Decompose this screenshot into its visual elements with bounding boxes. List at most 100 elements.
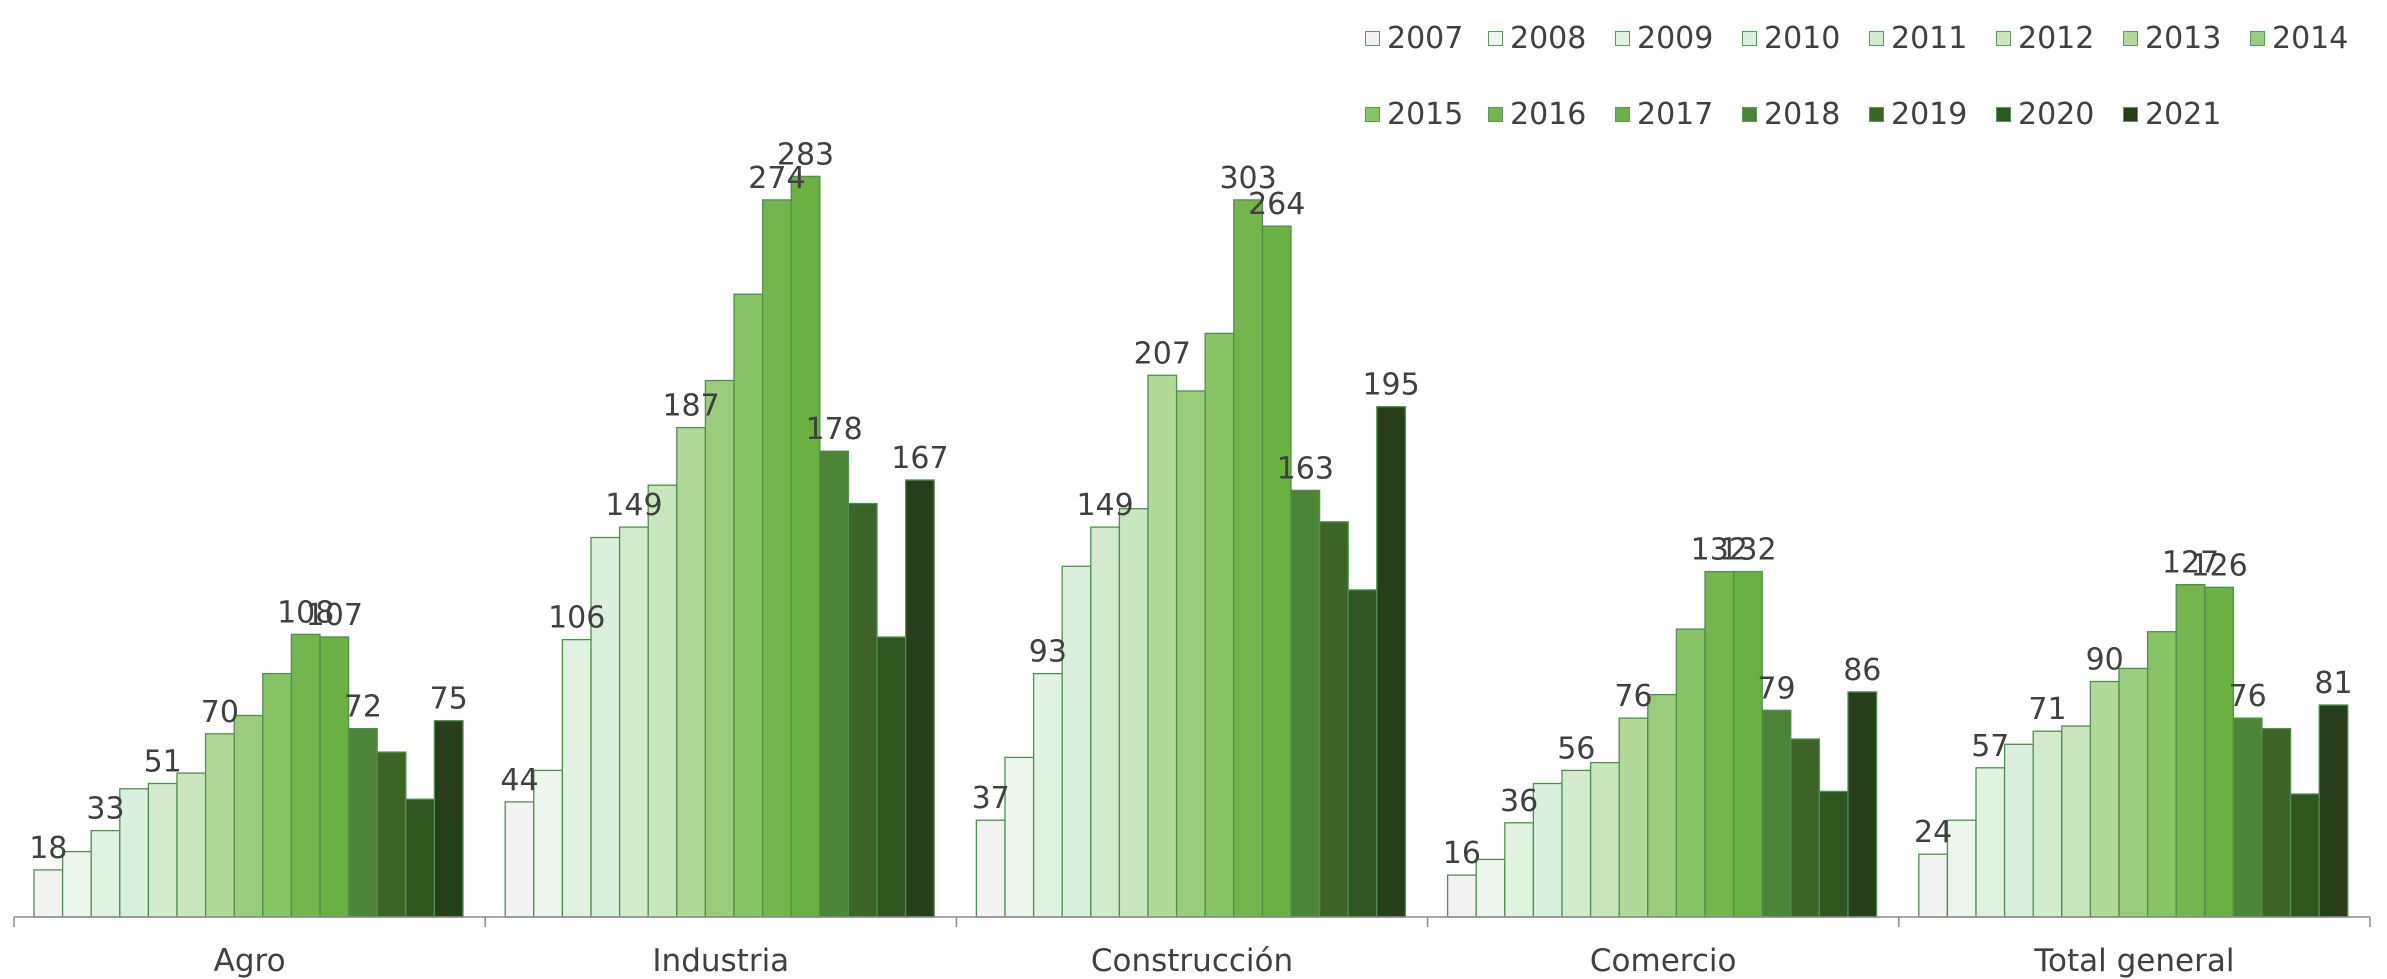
legend-label: 2021 — [2145, 96, 2222, 132]
data-label: 75 — [430, 682, 468, 717]
bar-2020-agro — [405, 798, 436, 918]
bar-2019-industria — [847, 502, 878, 918]
bar-2008-agro — [61, 850, 92, 918]
bar-2015-agro — [262, 672, 293, 918]
bar-2009-comercio — [1504, 822, 1535, 918]
bar-2019-construcción — [1318, 521, 1349, 918]
bar-2007-comercio — [1446, 874, 1477, 918]
bar-2012-industria — [647, 484, 678, 918]
legend-item-2011: 2011 — [1869, 0, 1996, 76]
bar-2011-construcción — [1090, 526, 1121, 918]
legend-swatch — [2123, 30, 2138, 46]
bar-2016-construcción — [1233, 199, 1264, 918]
data-label: 70 — [201, 695, 239, 730]
bar-2012-agro — [176, 772, 207, 918]
bar-2013-industria — [676, 426, 707, 918]
bar-2011-comercio — [1561, 769, 1592, 918]
legend-item-2012: 2012 — [1996, 0, 2123, 76]
bar-2011-industria — [618, 526, 649, 918]
data-label: 126 — [2190, 548, 2247, 583]
legend-item-2008: 2008 — [1488, 0, 1615, 76]
x-tick-label: Comercio — [1590, 943, 1737, 979]
data-label: 24 — [1914, 815, 1952, 850]
data-label: 93 — [1029, 635, 1067, 670]
data-label: 33 — [86, 792, 124, 827]
bar-2012-comercio — [1589, 761, 1620, 918]
data-label: 149 — [605, 488, 662, 523]
data-label: 274 — [748, 161, 805, 196]
bar-2011-agro — [147, 782, 178, 918]
bar-2016-agro — [290, 633, 321, 918]
x-tick-label: Agro — [214, 943, 286, 979]
bar-2021-comercio — [1847, 691, 1878, 918]
legend-label: 2015 — [1387, 96, 1464, 132]
data-label: 76 — [1614, 679, 1652, 714]
bar-2007-industria — [504, 801, 535, 918]
bar-2015-comercio — [1675, 628, 1706, 918]
legend-swatch — [1365, 106, 1380, 122]
bar-2018-industria — [819, 450, 850, 918]
bar-2017-construcción — [1261, 225, 1292, 918]
data-label: 132 — [1691, 533, 1748, 568]
bar-2021-total-general — [2318, 704, 2349, 918]
data-label: 149 — [1076, 488, 1133, 523]
legend-swatch — [1488, 106, 1503, 122]
bar-2009-industria — [561, 638, 592, 918]
bar-2017-comercio — [1732, 570, 1763, 918]
data-label: 37 — [972, 781, 1010, 816]
legend-label: 2018 — [1764, 96, 1841, 132]
bar-2010-construcción — [1061, 565, 1092, 918]
data-label: 303 — [1219, 161, 1276, 196]
bar-2018-comercio — [1761, 709, 1792, 918]
legend-item-2016: 2016 — [1488, 76, 1615, 152]
bar-2013-total-general — [2089, 680, 2120, 918]
bar-2017-industria — [790, 175, 821, 918]
bar-2014-comercio — [1647, 693, 1678, 918]
data-label: 127 — [2162, 546, 2219, 581]
x-tick-label: Industria — [652, 943, 789, 979]
data-label: 81 — [2314, 666, 2352, 701]
legend-swatch — [1615, 106, 1630, 122]
legend-label: 2014 — [2272, 20, 2349, 56]
x-tick-label: Construcción — [1091, 943, 1293, 979]
data-label: 108 — [277, 595, 334, 630]
data-label: 86 — [1843, 653, 1881, 688]
data-label: 56 — [1557, 731, 1595, 766]
legend-item-2017: 2017 — [1615, 76, 1742, 152]
bar-2015-total-general — [2146, 631, 2177, 918]
bar-2014-industria — [704, 379, 735, 918]
legend-item-2009: 2009 — [1615, 0, 1742, 76]
data-label: 167 — [891, 441, 948, 476]
data-label: 72 — [344, 690, 382, 725]
bar-2010-comercio — [1532, 782, 1563, 918]
bar-2009-total-general — [1975, 767, 2006, 918]
data-label: 195 — [1362, 368, 1419, 403]
bar-2007-construcción — [975, 819, 1006, 918]
bar-2013-comercio — [1618, 717, 1649, 918]
data-label: 16 — [1443, 836, 1481, 871]
legend-item-2018: 2018 — [1742, 76, 1869, 152]
data-label: 187 — [662, 389, 719, 424]
legend-label: 2012 — [2018, 20, 2095, 56]
data-label: 207 — [1134, 336, 1191, 371]
bar-2009-agro — [90, 829, 121, 918]
data-label: 132 — [1719, 533, 1776, 568]
legend-swatch — [1869, 30, 1884, 46]
bar-2016-industria — [761, 199, 792, 918]
bar-2017-agro — [319, 636, 350, 918]
legend-label: 2020 — [2018, 96, 2095, 132]
legend-label: 2009 — [1637, 20, 1714, 56]
bar-2015-construcción — [1204, 332, 1235, 918]
bar-2021-agro — [433, 720, 464, 918]
bar-2018-total-general — [2232, 717, 2263, 918]
legend-item-2013: 2013 — [2123, 0, 2250, 76]
legend-label: 2013 — [2145, 20, 2222, 56]
bar-2017-total-general — [2204, 586, 2235, 918]
legend-label: 2007 — [1387, 20, 1464, 56]
legend-label: 2016 — [1510, 96, 1587, 132]
x-axis: Agro Industria Construcción Comercio Total g… — [13, 916, 2371, 979]
bar-2015-industria — [733, 293, 764, 918]
data-label: 36 — [1500, 784, 1538, 819]
legend-swatch — [1742, 106, 1757, 122]
bar-2020-comercio — [1818, 790, 1849, 918]
